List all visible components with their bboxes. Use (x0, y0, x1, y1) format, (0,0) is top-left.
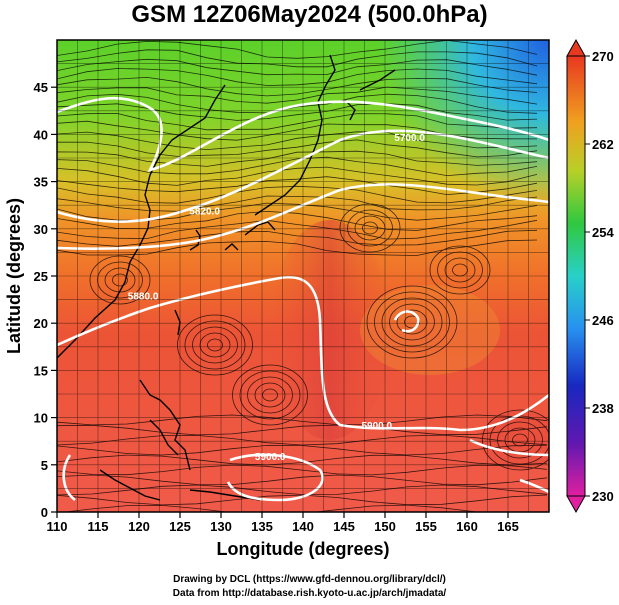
coastlines (57, 54, 396, 501)
x-tick-label: 150 (374, 519, 396, 534)
x-tick-label: 115 (88, 519, 109, 534)
credit-data-source: Data from http://database.rish.kyoto-u.a… (172, 588, 447, 599)
contour-labels: 5700.0 5820.0 5880.0 5900.0 5900.0 (128, 133, 426, 463)
y-tick-label: 10 (34, 411, 48, 426)
contour-label: 5900.0 (255, 452, 286, 463)
colorbar-tick-label: 238 (592, 401, 614, 416)
y-tick-label: 30 (34, 222, 48, 237)
y-tick-label: 35 (34, 175, 48, 190)
y-tick-label: 0 (41, 505, 48, 520)
x-tick-label: 135 (251, 519, 273, 534)
colorbar-ticks: 270 262 254 246 238 230 (585, 49, 614, 504)
x-tick-label: 165 (497, 519, 519, 534)
x-tick-label: 160 (456, 519, 478, 534)
colorbar: 270 262 254 246 238 230 (566, 38, 614, 514)
x-tick-label: 120 (128, 519, 150, 534)
y-tick-label: 5 (41, 458, 48, 473)
contour-label: 5820.0 (189, 207, 220, 218)
x-tick-label: 145 (333, 519, 355, 534)
colorbar-scale (566, 55, 586, 497)
credit-drawing: Drawing by DCL (https://www.gfd-dennou.o… (173, 574, 446, 585)
streamlines (57, 40, 549, 512)
colorbar-tick-label: 230 (592, 489, 614, 504)
colorbar-tick-label: 270 (592, 49, 614, 64)
x-tick-label: 140 (292, 519, 314, 534)
x-axis-ticks: 110 115 120 125 130 135 140 145 150 155 160 165 (47, 512, 519, 534)
y-tick-label: 45 (34, 80, 48, 95)
x-tick-label: 125 (169, 519, 191, 534)
grid-lines (56, 39, 550, 513)
map-title: GSM 12Z06May2024 (500.0hPa) (131, 1, 488, 28)
y-tick-label: 25 (34, 269, 48, 284)
x-axis-title: Longitude (degrees) (216, 539, 389, 559)
colorbar-tick-label: 254 (592, 225, 614, 240)
y-tick-label: 40 (34, 127, 48, 142)
colorbar-tick-label: 246 (592, 313, 614, 328)
y-tick-label: 15 (34, 363, 48, 378)
colorbar-top-arrow (566, 38, 586, 57)
y-tick-label: 20 (34, 316, 48, 331)
y-axis-title: Latitude (degrees) (4, 198, 24, 354)
x-tick-label: 130 (210, 519, 232, 534)
y-axis-ticks: 0 5 10 15 20 25 30 35 40 45 (34, 80, 57, 520)
contour-label: 5880.0 (128, 292, 159, 303)
colorbar-tick-label: 262 (592, 137, 614, 152)
x-tick-label: 110 (47, 519, 68, 534)
contour-label: 5900.0 (362, 421, 393, 432)
colorbar-bottom-arrow (566, 495, 586, 514)
x-tick-label: 155 (415, 519, 437, 534)
contour-label: 5700.0 (394, 133, 425, 144)
